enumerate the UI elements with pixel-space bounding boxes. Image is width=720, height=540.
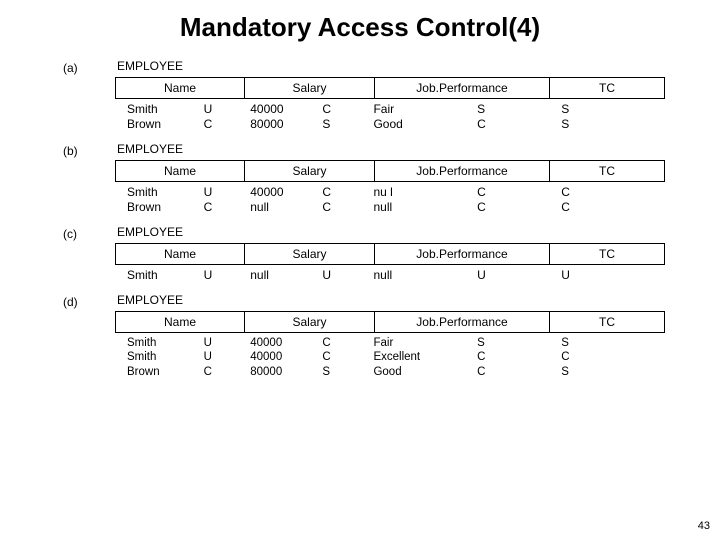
table-row: Smith U 40000 C Fair S S [115, 102, 665, 117]
table-row: Smith U 40000 C nu l C C [115, 185, 665, 200]
cell-name-level: C [204, 365, 245, 379]
cell-salary-level: C [322, 102, 367, 117]
cell-tc: S [531, 365, 665, 379]
panel-tag: (a) [63, 61, 78, 75]
cell-salary-level: U [322, 268, 367, 283]
cell-name: Smith [115, 102, 204, 117]
col-job: Job.Performance [375, 78, 550, 98]
cell-name: Brown [115, 200, 204, 215]
page-number: 43 [698, 520, 710, 532]
cell-salary: 40000 [244, 336, 322, 350]
col-tc: TC [550, 244, 665, 264]
table-header: Name Salary Job.Performance TC [115, 311, 665, 333]
table-row: Smith U 40000 C Fair S S [115, 336, 665, 350]
col-name: Name [115, 312, 245, 332]
page-title: Mandatory Access Control(4) [30, 12, 690, 43]
cell-salary-level: S [322, 117, 367, 132]
cell-tc: S [531, 336, 665, 350]
cell-name: Smith [115, 268, 204, 283]
cell-tc: U [531, 268, 665, 283]
panel-c: (c) EMPLOYEE Name Salary Job.Performance… [115, 225, 665, 283]
cell-tc: S [531, 102, 665, 117]
relation-name: EMPLOYEE [117, 59, 665, 73]
col-tc: TC [550, 78, 665, 98]
cell-salary-level: C [322, 350, 367, 364]
cell-tc: C [531, 185, 665, 200]
cell-name-level: U [204, 268, 245, 283]
cell-name-level: C [204, 200, 245, 215]
col-salary: Salary [245, 161, 375, 181]
cell-job: Good [367, 117, 477, 132]
panel-tag: (c) [63, 227, 77, 241]
cell-job: null [367, 268, 477, 283]
cell-salary: 40000 [244, 185, 322, 200]
cell-tc: C [531, 350, 665, 364]
cell-name-level: U [204, 336, 245, 350]
cell-salary: null [244, 200, 322, 215]
col-name: Name [115, 78, 245, 98]
cell-tc: S [531, 117, 665, 132]
table-header: Name Salary Job.Performance TC [115, 77, 665, 99]
cell-job-level: C [477, 350, 531, 364]
col-tc: TC [550, 312, 665, 332]
cell-job: null [367, 200, 477, 215]
cell-salary: 40000 [244, 102, 322, 117]
cell-salary: 80000 [244, 117, 322, 132]
panel-a: (a) EMPLOYEE Name Salary Job.Performance… [115, 59, 665, 132]
cell-job: Fair [367, 336, 477, 350]
cell-job-level: C [477, 365, 531, 379]
cell-name: Smith [115, 350, 204, 364]
col-job: Job.Performance [375, 312, 550, 332]
cell-name: Brown [115, 365, 204, 379]
cell-salary: 80000 [244, 365, 322, 379]
relation-name: EMPLOYEE [117, 142, 665, 156]
cell-name-level: U [204, 185, 245, 200]
table-row: Brown C 80000 S Good C S [115, 365, 665, 379]
table-row: Smith U null U null U U [115, 268, 665, 283]
cell-job-level: C [477, 185, 531, 200]
panel-tag: (b) [63, 144, 78, 158]
cell-name-level: U [204, 350, 245, 364]
col-name: Name [115, 244, 245, 264]
cell-job-level: C [477, 200, 531, 215]
cell-job: Good [367, 365, 477, 379]
cell-job-level: S [477, 102, 531, 117]
cell-name: Smith [115, 336, 204, 350]
cell-job-level: C [477, 117, 531, 132]
table-row: Brown C null C null C C [115, 200, 665, 215]
table-row: Smith U 40000 C Excellent C C [115, 350, 665, 364]
cell-tc: C [531, 200, 665, 215]
panel-b: (b) EMPLOYEE Name Salary Job.Performance… [115, 142, 665, 215]
relation-name: EMPLOYEE [117, 225, 665, 239]
cell-job: nu l [367, 185, 477, 200]
cell-name-level: C [204, 117, 245, 132]
cell-salary: null [244, 268, 322, 283]
table-header: Name Salary Job.Performance TC [115, 243, 665, 265]
cell-salary-level: S [322, 365, 367, 379]
panel-d: (d) EMPLOYEE Name Salary Job.Performance… [115, 293, 665, 379]
col-salary: Salary [245, 312, 375, 332]
cell-job: Excellent [367, 350, 477, 364]
table-row: Brown C 80000 S Good C S [115, 117, 665, 132]
cell-job-level: U [477, 268, 531, 283]
cell-job-level: S [477, 336, 531, 350]
cell-name: Smith [115, 185, 204, 200]
col-job: Job.Performance [375, 244, 550, 264]
relation-name: EMPLOYEE [117, 293, 665, 307]
col-tc: TC [550, 161, 665, 181]
cell-salary-level: C [322, 185, 367, 200]
col-salary: Salary [245, 244, 375, 264]
panel-tag: (d) [63, 295, 78, 309]
cell-salary: 40000 [244, 350, 322, 364]
table-header: Name Salary Job.Performance TC [115, 160, 665, 182]
cell-name: Brown [115, 117, 204, 132]
cell-salary-level: C [322, 200, 367, 215]
col-job: Job.Performance [375, 161, 550, 181]
col-salary: Salary [245, 78, 375, 98]
cell-salary-level: C [322, 336, 367, 350]
cell-job: Fair [367, 102, 477, 117]
cell-name-level: U [204, 102, 245, 117]
col-name: Name [115, 161, 245, 181]
